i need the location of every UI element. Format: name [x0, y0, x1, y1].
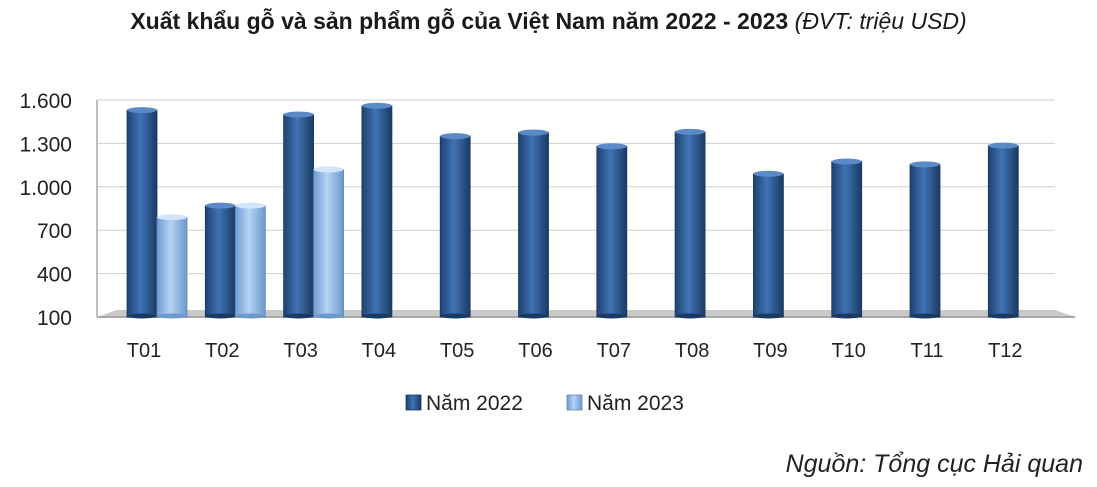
y-tick-label: 100	[37, 307, 72, 330]
bar-2022-t09	[753, 170, 784, 319]
y-tick-label: 1.300	[19, 133, 72, 156]
bar-2022-t06	[518, 129, 549, 319]
x-tick-label: T05	[440, 340, 474, 362]
bar-2022-t02	[204, 202, 236, 319]
bar-2022-t12	[987, 142, 1019, 319]
x-tick-label: T03	[283, 340, 317, 362]
bar-2022-t01	[126, 107, 158, 319]
y-tick-label: 1.000	[19, 177, 72, 200]
chart-title-main: Xuất khẩu gỗ và sản phẩm gỗ của Việt Nam…	[130, 8, 789, 34]
bar-2023-t01	[156, 214, 188, 319]
bar-2022-t04	[361, 102, 393, 319]
legend-swatch	[405, 394, 422, 411]
legend-item-2023: Năm 2023	[566, 392, 684, 415]
chart-title: Xuất khẩu gỗ và sản phẩm gỗ của Việt Nam…	[0, 8, 1097, 35]
legend-label: Năm 2023	[587, 392, 684, 415]
x-tick-label: T01	[127, 340, 161, 362]
x-tick-label: T06	[518, 340, 552, 362]
bars	[126, 102, 1019, 319]
legend-item-2022: Năm 2022	[405, 392, 523, 415]
legend: Năm 2022 Năm 2023	[405, 392, 684, 415]
bar-2023-t02	[234, 202, 266, 319]
x-tick-label: T09	[753, 340, 787, 362]
x-tick-labels: T01 T02 T03 T04 T05 T06 T07 T08 T09 T10 T11 T12	[127, 340, 1023, 362]
bar-2022-t11	[909, 161, 941, 319]
x-tick-label: T02	[205, 340, 239, 362]
chart-unit-note: (ĐVT: triệu USD)	[794, 8, 967, 34]
bar-2022-t10	[831, 158, 863, 319]
y-tick-labels: 1.600 1.300 1.000 700 400 100	[19, 90, 72, 330]
bar-2023-t03	[313, 166, 345, 319]
bar-2022-t07	[596, 143, 628, 319]
x-tick-label: T04	[362, 340, 396, 362]
x-tick-label: T07	[597, 340, 631, 362]
bar-2022-t05	[439, 133, 471, 319]
y-tick-label: 400	[37, 264, 72, 287]
x-tick-label: T08	[675, 340, 709, 362]
legend-label: Năm 2022	[426, 392, 523, 415]
bar-2022-t08	[674, 128, 706, 319]
y-tick-label: 700	[37, 220, 72, 243]
source-note: Nguồn: Tổng cục Hải quan	[785, 450, 1083, 478]
legend-swatch	[566, 394, 583, 411]
x-tick-label: T11	[911, 340, 944, 362]
y-tick-label: 1.600	[19, 90, 72, 113]
x-tick-label: T12	[988, 340, 1022, 362]
bar-2022-t03	[283, 111, 315, 319]
x-tick-label: T10	[831, 340, 865, 362]
